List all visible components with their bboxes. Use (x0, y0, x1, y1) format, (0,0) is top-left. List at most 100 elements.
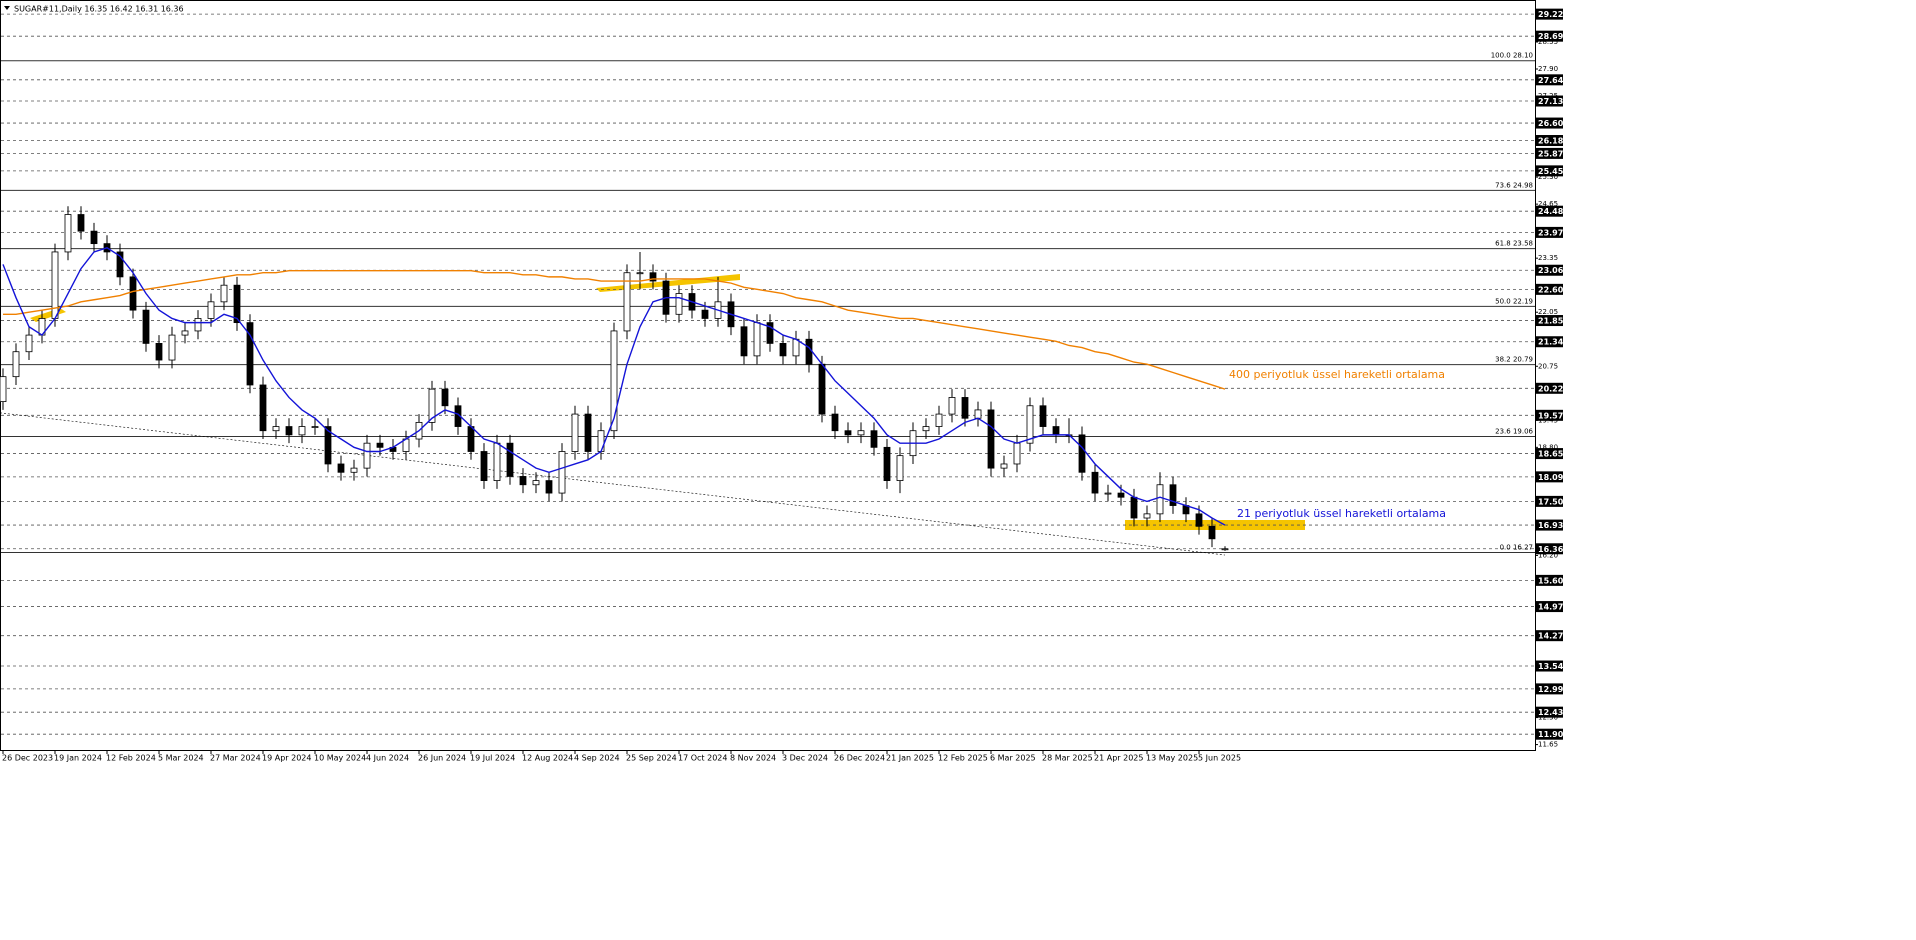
level-label: 19.57 (1538, 411, 1563, 420)
candle-body (246, 322, 254, 386)
y-tick-label: 24.65 (1538, 200, 1558, 208)
candle-body (1143, 513, 1151, 519)
candle-body (558, 451, 566, 494)
candle-body (584, 413, 592, 452)
level-label-box (1536, 205, 1563, 217)
candle-body (753, 322, 761, 357)
x-tick-label: 12 Feb 2024 (106, 754, 156, 763)
level-label: 25.45 (1538, 167, 1564, 176)
candle-body (493, 442, 501, 481)
x-tick-label: 25 Sep 2024 (626, 754, 677, 763)
level-label: 27.13 (1538, 97, 1563, 106)
candle-body (922, 426, 930, 432)
annotation: 21 periyotluk üssel hareketli ortalama (1237, 507, 1446, 520)
candle-body (701, 309, 709, 319)
level-label: 21.34 (1538, 338, 1564, 347)
level-label-box (1536, 74, 1563, 86)
candle-body (779, 343, 787, 357)
candle-body (974, 409, 982, 419)
candle-body (883, 446, 891, 481)
level-label-box (1536, 226, 1563, 238)
level-label: 26.18 (1538, 137, 1564, 146)
candle-body (1117, 492, 1125, 498)
x-tick-label: 8 Nov 2024 (730, 754, 776, 763)
moving-average (2, 247, 1226, 526)
level-label-box (1536, 706, 1563, 718)
level-label: 25.87 (1538, 149, 1563, 158)
candle-body (935, 413, 943, 427)
candle-body (545, 480, 553, 494)
level-label: 11.90 (1538, 730, 1564, 739)
candle-body (0, 376, 7, 403)
x-tick-label: 27 Mar 2024 (210, 754, 261, 763)
candle-body (1039, 405, 1047, 427)
candle-body (155, 343, 163, 361)
candle-body (1052, 426, 1060, 436)
level-label-box (1536, 315, 1563, 327)
level-label-box (1536, 601, 1563, 613)
x-tick-label: 6 Mar 2025 (990, 754, 1036, 763)
candle-body (480, 451, 488, 481)
candle-body (805, 338, 813, 365)
candle-body (636, 272, 644, 275)
annotation: 400 periyotluk üssel hareketli ortalama (1229, 368, 1445, 381)
candle-body (766, 322, 774, 344)
x-tick-label: 19 Jan 2024 (54, 754, 102, 763)
x-tick-label: 19 Apr 2024 (262, 754, 311, 763)
candle-body (792, 338, 800, 357)
candle-body (272, 426, 280, 432)
x-tick-label: 12 Feb 2025 (938, 754, 988, 763)
candle-body (116, 251, 124, 278)
level-label-box (1536, 471, 1563, 483)
level-label-box (1536, 574, 1563, 586)
y-tick-label: 22.05 (1538, 308, 1558, 316)
candle-body (311, 426, 319, 428)
candle-body (818, 363, 826, 415)
x-tick-label: 10 May 2024 (314, 754, 366, 763)
y-tick-label: 16.20 (1538, 551, 1558, 559)
candle-body (1013, 442, 1021, 465)
level-label: 21.85 (1538, 317, 1564, 326)
plot-frame (0, 0, 1536, 751)
fib-label: 0.0 16.27 (1500, 544, 1533, 552)
level-label: 14.27 (1538, 632, 1563, 641)
candle-body (506, 442, 514, 477)
level-label: 12.43 (1538, 708, 1563, 717)
candle-body (12, 351, 20, 378)
candle-body (1078, 434, 1086, 473)
candle-body (1091, 471, 1099, 494)
candle-body (324, 426, 332, 465)
fib-label: 100.0 28.10 (1491, 52, 1533, 60)
x-tick-label: 21 Jan 2025 (886, 754, 934, 763)
menu-icon[interactable] (4, 6, 10, 10)
y-tick-label: 18.80 (1538, 443, 1558, 451)
level-label-box (1536, 728, 1563, 740)
fib-label: 38.2 20.79 (1495, 356, 1533, 364)
moving-average (3, 269, 1226, 390)
fib-label: 23.6 19.06 (1495, 428, 1533, 436)
candle-body (1156, 484, 1164, 515)
candle-body (519, 476, 527, 486)
candle-body (948, 397, 956, 415)
level-label-box (1536, 448, 1563, 460)
level-label-box (1536, 519, 1563, 531)
fib-label: 73.6 24.98 (1495, 181, 1533, 189)
candle-body (376, 442, 384, 448)
candle-body (532, 480, 540, 486)
level-label-box (1536, 630, 1563, 642)
candle-body (1221, 548, 1229, 551)
candle-body (194, 318, 202, 332)
fib-label: 50.0 22.19 (1495, 297, 1533, 305)
candle-body (597, 430, 605, 452)
level-label-box (1536, 382, 1563, 394)
level-label: 22.60 (1538, 285, 1564, 294)
level-label: 28.69 (1538, 32, 1564, 41)
candle-body (896, 455, 904, 481)
level-label: 23.06 (1538, 266, 1564, 275)
level-label-box (1536, 283, 1563, 295)
y-tick-label: 25.30 (1538, 173, 1558, 181)
candle-body (1026, 405, 1034, 444)
level-label-box (1536, 683, 1563, 695)
level-label-box (1536, 165, 1563, 177)
chart-title: SUGAR#11,Daily 16.35 16.42 16.31 16.36 (14, 5, 184, 14)
